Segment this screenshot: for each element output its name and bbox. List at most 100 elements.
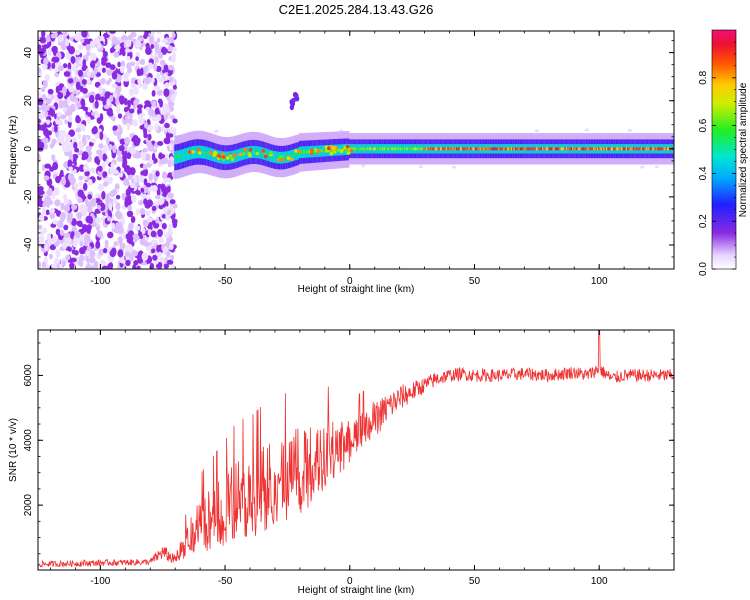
noise-speckle [171,55,176,63]
signal-peak [378,147,381,151]
noise-speckle [163,263,170,269]
signal-spot [225,156,230,160]
signal-peak [393,147,396,151]
signal-peak [501,147,503,151]
signal-peak [474,147,477,151]
signal-peak [640,147,643,151]
noise-speckle [38,261,42,269]
signal-peak [530,147,533,151]
noise-speckle [79,254,84,263]
noise-speckle [161,222,167,230]
noise-speckle [88,257,96,264]
noise-speckle [157,261,163,269]
signal-peak [645,147,648,151]
noise-speckle [101,67,106,74]
signal-peak [297,152,300,156]
signal-peak [481,147,483,151]
noise-speckle [77,69,84,77]
signal-peak [194,150,196,154]
colorbar-tick-label: 0.6 [698,118,709,132]
noise-speckle [155,219,160,224]
noise-speckle [95,93,101,102]
noise-speckle [121,149,128,157]
noise-speckle [150,44,155,49]
signal-peak [403,147,406,151]
noise-speckle [148,221,153,230]
x-tick-label: 0 [347,276,353,287]
signal-peak [366,147,369,151]
signal-peak [390,147,392,151]
signal-peak [250,150,253,154]
noise-speckle [63,224,69,231]
signal-spot [243,147,248,152]
noise-speckle [51,154,56,162]
signal-spot [261,149,266,153]
noise-speckle [115,202,121,211]
noise-speckle [109,47,114,54]
noise-speckle [62,31,68,36]
noise-speckle [97,204,101,210]
signal-peak [417,147,420,151]
noise-speckle [64,119,69,125]
noise-speckle [98,85,103,94]
signal-spot [279,155,284,159]
noise-speckle [70,257,77,263]
noise-speckle [64,134,71,143]
noise-speckle [167,45,173,52]
signal-peak [589,147,592,151]
signal-peak [649,147,652,151]
signal-spot [327,146,331,151]
signal-peak [424,147,427,151]
x-tick-label: -50 [218,276,233,287]
signal-peak [245,151,248,155]
signal-peak [381,147,384,151]
noise-speckle [59,212,66,221]
noise-speckle [114,44,121,50]
signal-peak [274,155,276,159]
noise-speckle [55,85,60,94]
signal-peak [651,147,654,151]
noise-speckle [131,250,138,257]
signal-peak [503,147,506,151]
y-tick-label: 20 [23,95,34,107]
noise-speckle [88,179,93,186]
signal-peak [302,150,305,154]
noise-speckle [96,230,104,238]
noise-speckle [158,204,164,210]
signal-peak [264,152,266,156]
noise-speckle [106,192,110,202]
noise-speckle [143,178,148,186]
signal-peak [623,147,625,151]
signal-peak [478,147,481,151]
signal-peak [397,147,400,151]
noise-speckle [136,104,143,109]
signal-peak [411,147,413,151]
signal-peak [612,147,614,151]
noise-speckle [64,237,71,245]
noise-speckle [38,140,43,149]
noise-speckle [126,169,131,176]
signal-peak [544,147,547,151]
noise-speckle [77,132,82,140]
noise-speckle [101,265,109,269]
noise-speckle [112,169,119,175]
noise-speckle [63,71,71,77]
signal-peak [322,149,325,153]
noise-speckle [43,128,49,137]
noise-speckle [41,31,46,38]
noise-speckle [170,93,176,103]
signal-peak [284,156,286,159]
noise-speckle [99,113,104,122]
signal-peak [639,147,642,151]
signal-peak [560,147,563,151]
noise-speckle [137,77,142,85]
noise-speckle [102,247,108,254]
signal-peak [487,147,490,151]
noise-speckle [148,35,155,44]
noise-speckle [116,212,123,220]
signal-peak [294,153,296,157]
signal-peak [595,147,598,151]
signal-peak [527,147,529,151]
noise-speckle [97,165,103,172]
signal-peak [644,147,647,151]
